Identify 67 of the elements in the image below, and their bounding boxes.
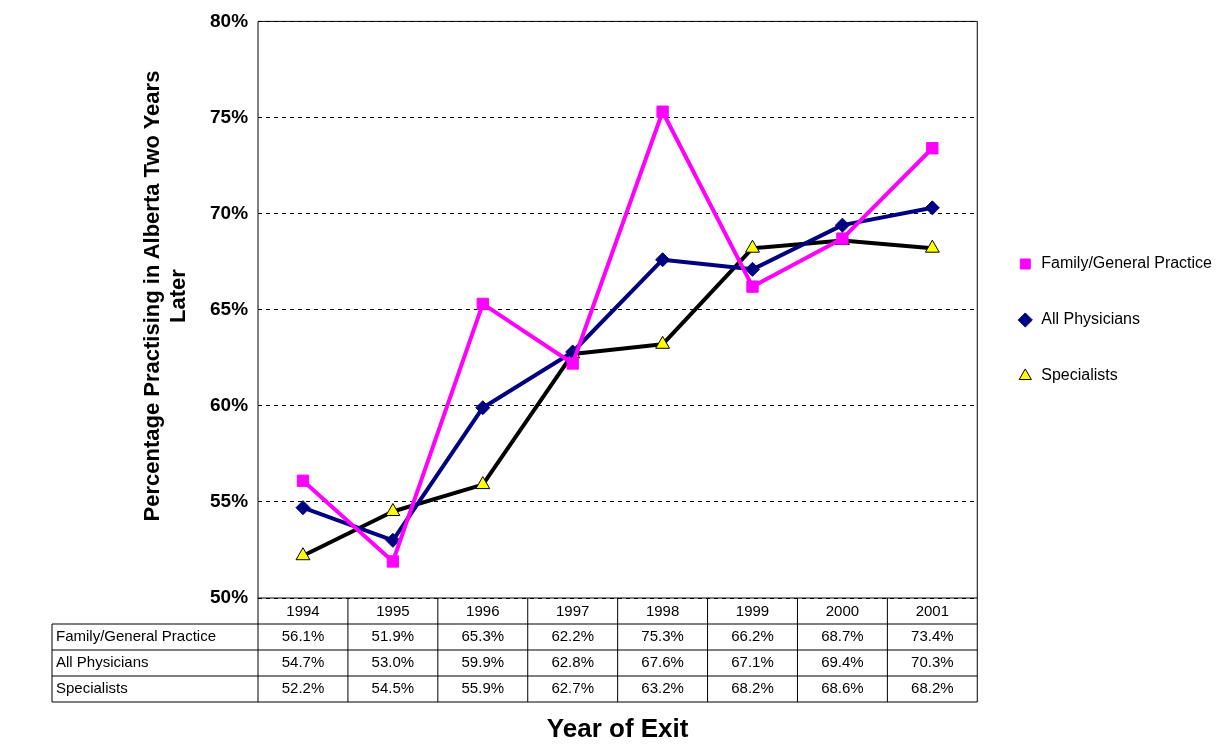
x-tick-label: 2000 [825, 602, 860, 620]
data-label: 62.2% [551, 627, 594, 645]
y-tick-label: 70% [210, 201, 249, 223]
point [475, 400, 491, 416]
data-label: 54.5% [371, 679, 415, 697]
data-label: 53.0% [371, 653, 415, 671]
data-label: 62.8% [551, 653, 594, 671]
x-tick-label: 1999 [735, 602, 770, 620]
data-label: 62.7% [551, 679, 594, 697]
point [296, 474, 310, 487]
x-tick-label: 1996 [466, 602, 500, 620]
data-label: 67.1% [731, 653, 774, 671]
point [566, 357, 579, 370]
x-tick-label: 1995 [376, 602, 410, 620]
data-label: 75.3% [641, 627, 684, 645]
data-label: 54.7% [281, 653, 325, 671]
data-label: 56.1% [281, 627, 325, 645]
point [745, 261, 761, 277]
data-label: 51.9% [371, 627, 415, 645]
point [926, 142, 939, 155]
point [746, 280, 759, 293]
point [385, 503, 401, 517]
point [386, 555, 400, 568]
point [385, 532, 401, 548]
x-tick-label: 1994 [286, 602, 320, 620]
y-tick-label: 65% [210, 297, 249, 319]
data-label: 63.2% [641, 679, 684, 697]
point [745, 239, 760, 253]
y-tick-label: 80% [210, 9, 249, 31]
text: Family/General Practice [56, 627, 217, 645]
y-axis-title: Percentage Practising in Alberta Two Years Later [139, 69, 191, 524]
point [655, 335, 671, 349]
legend-label: All Physicians [1041, 310, 1140, 328]
point [475, 476, 491, 490]
data-label: 67.6% [641, 653, 684, 671]
x-tick-label: 1998 [645, 602, 680, 620]
y-tick-label: 75% [210, 105, 249, 127]
point [924, 200, 940, 216]
data-label: 73.4% [911, 627, 954, 645]
point [656, 105, 669, 118]
point [834, 217, 850, 233]
data-label: 68.2% [911, 679, 954, 697]
point [295, 547, 311, 561]
data-label: 70.3% [911, 653, 954, 671]
point [295, 500, 311, 516]
x-tick-label: 2001 [915, 602, 950, 620]
data-label: 52.2% [281, 679, 325, 697]
point [476, 297, 489, 311]
y-tick-label: 60% [210, 394, 249, 416]
y-tick-label: 55% [210, 490, 249, 512]
data-label: 69.4% [821, 653, 864, 671]
y-tick-label: 50% [210, 586, 249, 608]
x-axis-title: Year of Exit [546, 713, 689, 744]
data-label: 65.3% [461, 627, 505, 645]
text: All Physicians [56, 653, 149, 671]
data-label: 66.2% [731, 627, 774, 645]
point [655, 252, 671, 268]
legend-label: Specialists [1041, 366, 1118, 384]
point [924, 239, 940, 253]
data-label: 68.7% [821, 627, 864, 645]
data-label: 59.9% [461, 653, 505, 671]
data-label: 68.2% [731, 679, 774, 697]
text: Specialists [56, 679, 128, 697]
legend-label: Family/General Practice [1041, 254, 1213, 272]
data-label: 55.9% [461, 679, 505, 697]
data-label: 68.6% [821, 679, 864, 697]
x-tick-label: 1997 [556, 602, 590, 620]
